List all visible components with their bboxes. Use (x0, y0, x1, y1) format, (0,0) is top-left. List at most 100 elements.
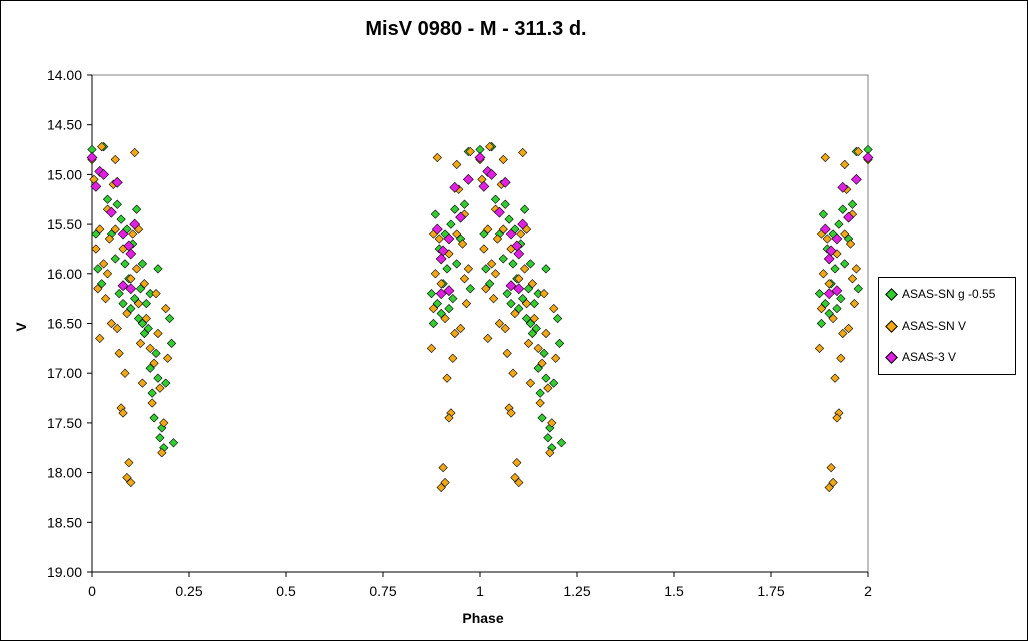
data-point-asas-sn-v (461, 298, 472, 309)
data-point-asas-sn-g (153, 373, 163, 383)
data-point-asas-sn-v (851, 264, 861, 274)
data-point-asas-sn-v (450, 328, 460, 339)
data-point-asas-sn-v (506, 408, 516, 418)
data-point-asas-sn-v (840, 229, 850, 239)
data-point-asas-sn-v (95, 333, 105, 344)
data-point-asas-sn-v (547, 418, 557, 428)
data-point-asas-sn-v (135, 338, 146, 349)
data-point-asas-sn-v (529, 313, 539, 324)
data-point-asas-sn-g (537, 413, 547, 423)
data-point-asas-sn-v (843, 323, 854, 334)
x-tick-label: 1.5 (664, 583, 684, 599)
data-point-asas-sn-g (432, 298, 442, 309)
data-point-asas-sn-v (549, 303, 559, 314)
data-point-asas-sn-v (430, 269, 441, 279)
data-point-asas-sn-g (523, 284, 534, 294)
data-point-asas-sn-g (151, 348, 161, 358)
data-point-asas-sn-v (847, 274, 858, 284)
data-point-asas-sn-g (126, 303, 136, 314)
data-point-asas-sn-v (133, 298, 144, 309)
data-point-asas-3-v (478, 180, 490, 192)
data-point-asas-sn-g (459, 199, 470, 209)
data-point-asas-sn-v (97, 141, 107, 152)
data-point-asas-sn-v (141, 313, 151, 324)
data-point-asas-sn-v (824, 279, 834, 289)
y-tick-label: 18.00 (47, 465, 82, 481)
data-point-asas-3-v (435, 288, 447, 300)
data-point-asas-sn-g (112, 199, 122, 209)
data-point-asas-3-v (499, 176, 511, 188)
data-point-asas-sn-g (465, 284, 475, 294)
data-point-asas-sn-g (120, 259, 130, 269)
data-point-asas-sn-g (847, 199, 858, 209)
y-tick-label: 17.00 (47, 365, 82, 381)
data-point-asas-sn-g (452, 259, 462, 269)
data-point-asas-sn-v (100, 294, 111, 304)
data-point-asas-3-v (90, 180, 102, 192)
data-point-asas-sn-g (554, 338, 565, 349)
legend-label: ASAS-SN g -0.55 (902, 287, 996, 301)
data-point-asas-sn-v (91, 244, 101, 254)
data-point-asas-sn-g (506, 298, 516, 309)
data-point-asas-sn-v (153, 328, 163, 339)
data-point-asas-3-v (443, 233, 455, 245)
y-tick-label: 15.00 (47, 166, 82, 182)
data-point-asas-3-v (435, 253, 447, 265)
data-point-asas-sn-v (139, 279, 150, 289)
data-point-asas-sn-v (514, 477, 524, 488)
data-point-asas-sn-v (487, 259, 497, 269)
data-point-asas-sn-v (131, 264, 142, 274)
data-point-asas-3-v (86, 152, 98, 163)
data-point-asas-3-v (431, 223, 443, 235)
data-point-asas-sn-g (481, 264, 491, 274)
data-point-asas-sn-v (502, 348, 512, 358)
data-point-asas-sn-g (135, 284, 146, 294)
legend: ASAS-SN g -0.55 ASAS-SN V ASAS-3 V (878, 277, 1016, 375)
data-point-asas-sn-g (816, 318, 827, 329)
data-point-asas-sn-g (479, 229, 489, 239)
x-axis-label: Phase (462, 610, 503, 626)
data-point-asas-sn-g (137, 318, 148, 329)
data-point-asas-sn-g (444, 303, 454, 314)
data-point-asas-sn-v (490, 269, 501, 279)
data-point-asas-sn-v (465, 146, 475, 157)
chart-title: MisV 0980 - M - 311.3 d. (365, 18, 587, 40)
data-point-asas-3-v (831, 233, 843, 245)
data-point-asas-sn-v (545, 448, 555, 458)
y-tick-label: 14.50 (47, 117, 82, 133)
data-point-asas-sn-g (840, 259, 850, 269)
data-point-asas-sn-g (824, 308, 834, 319)
data-point-asas-3-v (449, 181, 461, 193)
data-point-asas-sn-g (521, 313, 532, 324)
data-point-asas-sn-g (168, 438, 179, 448)
x-tick-label: 0.25 (175, 583, 202, 599)
data-point-asas-sn-g (541, 264, 551, 274)
data-point-asas-3-v (455, 211, 467, 223)
points-layer (86, 141, 874, 493)
data-point-asas-sn-g (145, 363, 155, 373)
data-point-asas-sn-v (838, 328, 848, 339)
data-point-asas-sn-v (128, 229, 138, 239)
data-point-asas-sn-v (481, 284, 491, 294)
data-point-asas-3-v (819, 223, 831, 235)
data-point-asas-sn-v (442, 373, 452, 383)
legend-item-asas-3-v: ASAS-3 V (885, 347, 956, 367)
data-point-asas-sn-v (463, 264, 473, 274)
data-point-asas-sn-v (523, 338, 534, 349)
data-point-asas-sn-v (434, 234, 444, 244)
data-point-asas-sn-v (832, 413, 842, 423)
data-point-asas-sn-v (457, 239, 468, 249)
data-point-asas-sn-g (93, 264, 103, 274)
data-point-asas-sn-g (832, 303, 842, 314)
data-point-asas-3-v (443, 285, 455, 297)
data-point-asas-sn-g (853, 284, 863, 294)
data-point-asas-sn-g (428, 318, 439, 329)
x-tick-label: 1 (476, 583, 484, 599)
data-point-asas-sn-v (537, 358, 547, 368)
data-point-asas-sn-v (120, 368, 130, 378)
data-point-asas-sn-g (502, 289, 512, 299)
data-point-asas-sn-v (525, 378, 536, 388)
data-point-asas-sn-v (849, 298, 860, 309)
data-point-asas-sn-v (159, 418, 169, 428)
data-point-asas-sn-v (840, 159, 850, 170)
